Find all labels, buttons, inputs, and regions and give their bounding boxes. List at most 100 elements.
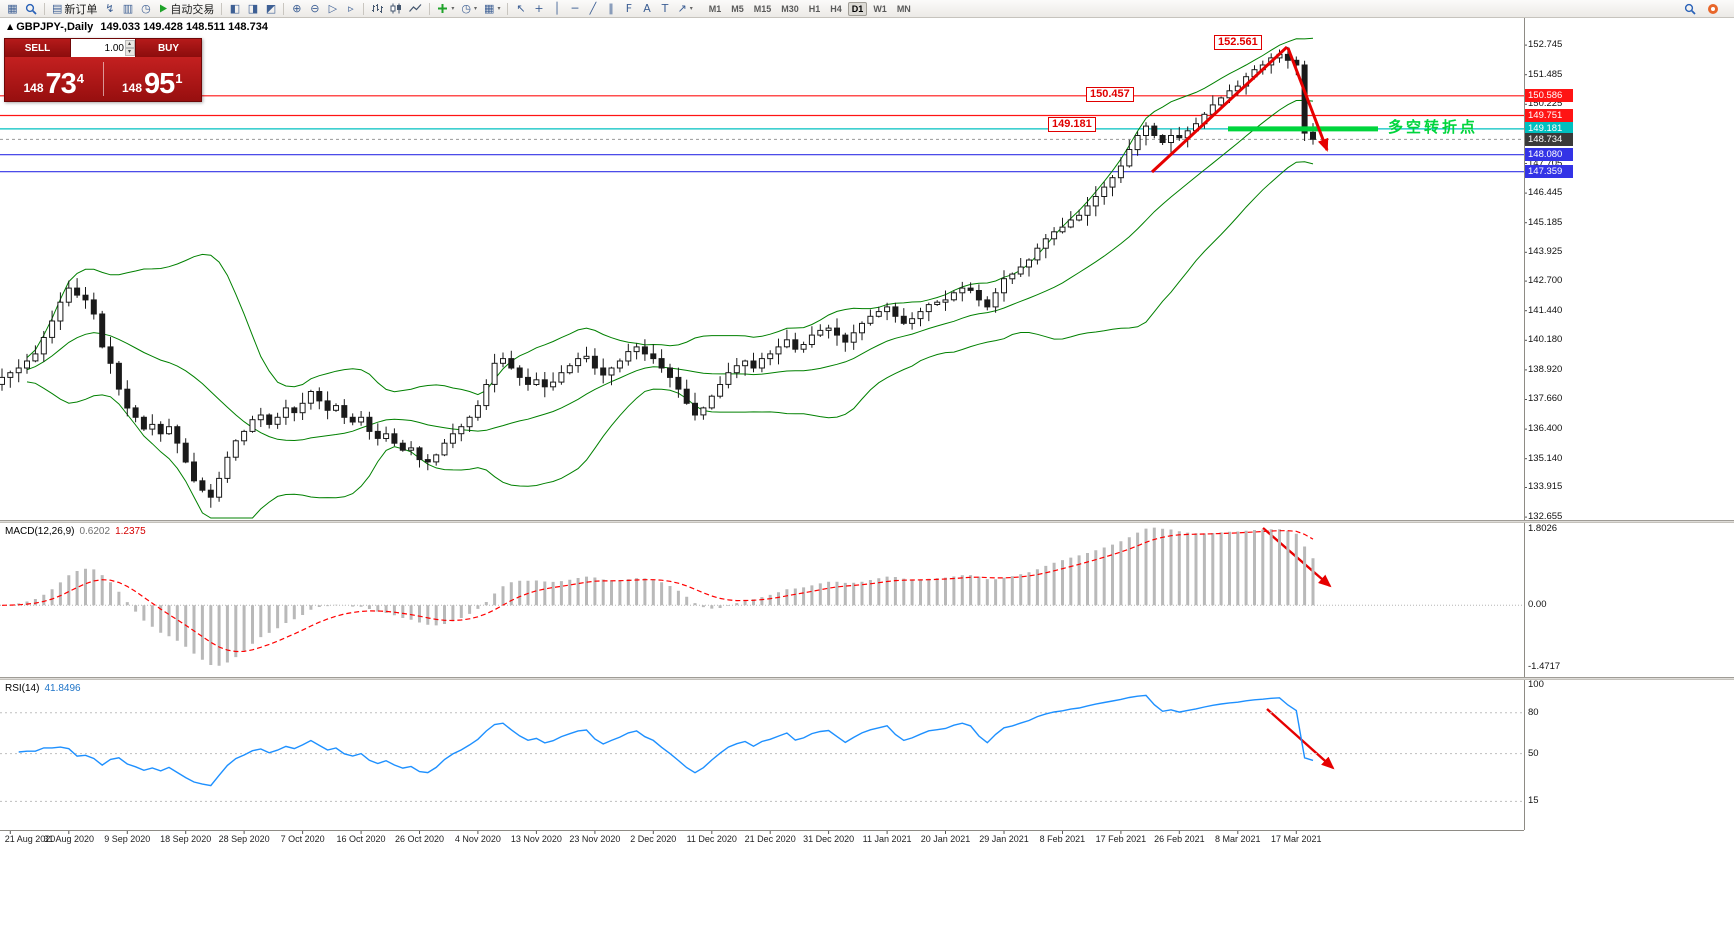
history-center-button[interactable]: ◷ xyxy=(137,1,154,17)
price-axis-label: 151.485 xyxy=(1528,68,1563,80)
label-tool-button[interactable]: T xyxy=(656,1,673,17)
price-callout[interactable]: 149.181 xyxy=(1048,117,1096,132)
new-order-button[interactable]: ▤ 新订单 xyxy=(49,1,100,17)
rsi-line xyxy=(18,694,1314,787)
timeframe-m15[interactable]: M15 xyxy=(753,3,772,14)
timeframe-d1[interactable]: D1 xyxy=(847,1,868,16)
macd-axis-label: 0.00 xyxy=(1528,599,1547,611)
rsi-value: 41.8496 xyxy=(44,683,81,694)
time-axis-label: 31 Aug 2020 xyxy=(43,834,95,844)
strategy-tester-icon: ◨ xyxy=(247,2,259,15)
trendline-tool-button[interactable]: ╱ xyxy=(584,1,601,17)
price-axis-label: 145.185 xyxy=(1528,216,1563,228)
time-axis-label: 8 Feb 2021 xyxy=(1039,834,1086,844)
symbol-title: GBPJPY-,Daily xyxy=(16,21,94,33)
buy-price[interactable]: 148 95 1 xyxy=(104,57,202,101)
bar-chart-mode-icon xyxy=(371,3,384,14)
search-button[interactable] xyxy=(1681,1,1699,17)
time-axis-label: 16 Oct 2020 xyxy=(336,834,386,844)
price-axis-label: 141.440 xyxy=(1528,304,1563,316)
timeframe-m30[interactable]: M30 xyxy=(781,3,799,14)
zoom-in-icon: ⊕ xyxy=(292,2,302,15)
zoom-out-button[interactable]: ⊖ xyxy=(306,1,323,17)
timeframe-h4[interactable]: H4 xyxy=(830,3,842,14)
cursor-tool-button[interactable]: ↖ xyxy=(512,1,529,17)
sell-button[interactable]: SELL xyxy=(5,39,70,57)
auto-scroll-button[interactable]: ▷ xyxy=(324,1,341,17)
macd-indicator-label: MACD(12,26,9) 0.6202 1.2375 xyxy=(5,526,146,537)
periods-button[interactable]: ◷ ▾ xyxy=(458,1,480,17)
periods-icon: ◷ xyxy=(461,2,472,15)
price-axis-label: 133.915 xyxy=(1528,481,1563,493)
time-axis-label: 21 Dec 2020 xyxy=(744,834,796,844)
trade-header: SELL ▴ ▾ BUY xyxy=(5,39,201,57)
volume-increase-button[interactable]: ▴ xyxy=(124,40,135,48)
timeframe-m1[interactable]: M1 xyxy=(708,3,722,14)
price-axis-label: 137.660 xyxy=(1528,393,1563,405)
new-order-icon: ▤ xyxy=(52,2,63,15)
chart-shift-button[interactable]: ▹ xyxy=(342,1,359,17)
channel-tool-button[interactable]: ∥ xyxy=(602,1,619,17)
zoom-out-icon: ⊖ xyxy=(310,2,320,15)
candlestick-mode-button[interactable] xyxy=(387,1,405,17)
macd-signal-value: 1.2375 xyxy=(115,526,146,537)
label-tool-icon: T xyxy=(661,2,669,15)
strategy-tester-button[interactable]: ◨ xyxy=(244,1,261,17)
vertical-line-tool-button[interactable]: │ xyxy=(548,1,565,17)
price-divider xyxy=(102,62,104,96)
toolbar-separator xyxy=(221,2,223,15)
navigator-window-button[interactable]: ◩ xyxy=(262,1,279,17)
symbol-marker-icon: ▲ xyxy=(7,22,14,31)
mql5-community-button[interactable]: ↯ xyxy=(101,1,118,17)
sell-price[interactable]: 148 73 4 xyxy=(5,57,103,101)
bear-candles xyxy=(74,53,1316,498)
time-axis-label: 26 Oct 2020 xyxy=(394,834,445,844)
horizontal-line-tool-button[interactable]: ─ xyxy=(566,1,583,17)
trend-arrow xyxy=(1286,47,1329,152)
timeframe-w1[interactable]: W1 xyxy=(873,3,887,14)
sell-price-point: 4 xyxy=(76,71,85,86)
trend-arrow xyxy=(1266,708,1335,770)
timeframe-m5[interactable]: M5 xyxy=(731,3,744,14)
timeframe-group: M1 M5 M15 M30 H1 H4 D1 W1 MN xyxy=(705,1,915,16)
pane-separator[interactable] xyxy=(0,520,1734,523)
mql5-community-icon: ↯ xyxy=(105,2,115,15)
buy-button[interactable]: BUY xyxy=(136,39,201,57)
timeframe-h1[interactable]: H1 xyxy=(808,3,821,14)
text-tool-icon: A xyxy=(643,2,651,15)
pane-separator[interactable] xyxy=(0,677,1734,680)
line-chart-mode-button[interactable] xyxy=(406,1,425,17)
terminal-window-button[interactable]: ◧ xyxy=(226,1,243,17)
one-click-trading-panel: SELL ▴ ▾ BUY 148 73 4 148 95 1 xyxy=(4,38,202,102)
auto-trading-button[interactable]: 自动交易 xyxy=(155,1,217,17)
notifications-button[interactable] xyxy=(1704,1,1722,17)
templates-button[interactable]: ▦ ▾ xyxy=(481,1,503,17)
bar-chart-mode-button[interactable] xyxy=(368,1,386,17)
new-order-label: 新订单 xyxy=(64,3,98,16)
symbol-search-button[interactable] xyxy=(22,1,40,17)
price-axis-label: 138.920 xyxy=(1528,363,1563,375)
price-axis-badge-cyan: 149.181 xyxy=(1525,122,1573,136)
price-callout[interactable]: 152.561 xyxy=(1214,35,1262,50)
vertical-line-tool-icon: │ xyxy=(553,2,561,15)
time-axis-label: 28 Sep 2020 xyxy=(218,834,270,844)
indicators-list-button[interactable]: ▾ xyxy=(434,1,457,17)
market-watch-button[interactable]: ▥ xyxy=(119,1,136,17)
fibonacci-tool-button[interactable]: F xyxy=(620,1,637,17)
new-chart-button[interactable]: ▦ xyxy=(4,1,21,17)
price-callout[interactable]: 150.457 xyxy=(1086,87,1134,102)
crosshair-tool-button[interactable]: + xyxy=(530,1,547,17)
volume-input[interactable] xyxy=(80,42,124,54)
zoom-in-button[interactable]: ⊕ xyxy=(288,1,305,17)
text-tool-button[interactable]: A xyxy=(638,1,655,17)
arrows-tool-button[interactable]: ↗ ▾ xyxy=(674,1,695,17)
trade-prices: 148 73 4 148 95 1 xyxy=(5,57,201,101)
turning-point-annotation[interactable]: 多空转折点 xyxy=(1388,119,1479,136)
templates-caret-icon: ▾ xyxy=(497,5,501,12)
volume-field: ▴ ▾ xyxy=(70,39,136,57)
timeframe-mn[interactable]: MN xyxy=(896,3,911,14)
volume-decrease-button[interactable]: ▾ xyxy=(124,48,135,56)
fibonacci-tool-icon: F xyxy=(625,2,633,15)
